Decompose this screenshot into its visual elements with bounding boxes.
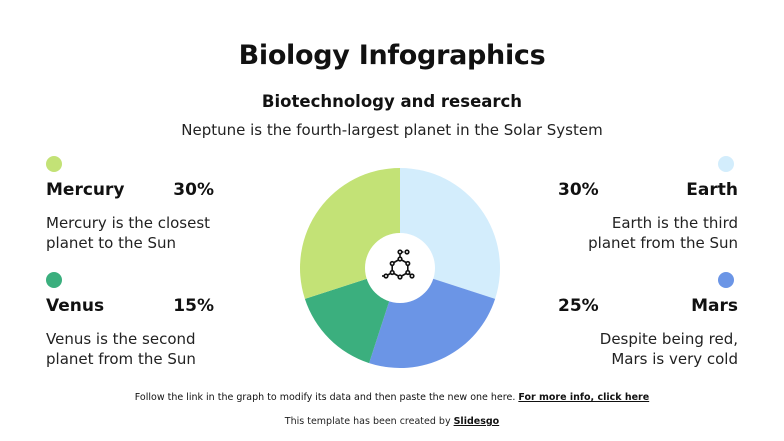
- more-info-link[interactable]: For more info, click here: [518, 392, 650, 403]
- footer-note: Follow the link in the graph to modify i…: [0, 392, 784, 403]
- mars-text-line2: Mars is very cold: [611, 350, 738, 368]
- page-subtitle: Biotechnology and research: [261, 92, 523, 111]
- venus-text-line2: planet from the Sun: [46, 350, 196, 368]
- mercury-name: Mercury: [46, 180, 125, 200]
- earth-color-dot: [718, 156, 734, 172]
- venus-name: Venus: [46, 296, 105, 316]
- page-description: Neptune is the fourth-largest planet in …: [181, 121, 603, 139]
- molecule-icon: [382, 249, 415, 280]
- slidesgo-link[interactable]: Slidesgo: [453, 416, 500, 427]
- page-title: Biology Infographics: [238, 40, 546, 71]
- credit-text: This template has been created by: [284, 416, 454, 427]
- earth-name: Earth: [686, 180, 738, 200]
- venus-color-dot: [46, 272, 62, 288]
- mars-percent: 25%: [558, 296, 599, 316]
- venus-text-line1: Venus is the second: [46, 330, 196, 348]
- mercury-percent: 30%: [173, 180, 214, 200]
- legend-item-mars: 25% Mars Despite being red, Mars is very…: [558, 272, 738, 369]
- legend-item-earth: 30% Earth Earth is the third planet from…: [558, 156, 738, 253]
- mars-color-dot: [718, 272, 734, 288]
- donut-hole: [365, 233, 435, 303]
- mercury-text-line2: planet to the Sun: [46, 234, 177, 252]
- donut-chart-svg: [300, 168, 500, 368]
- mars-name: Mars: [691, 296, 738, 316]
- venus-percent: 15%: [173, 296, 214, 316]
- legend-item-mercury: Mercury 30% Mercury is the closest plane…: [46, 156, 226, 253]
- mars-text-line1: Despite being red,: [599, 330, 738, 348]
- footer-credit: This template has been created by Slides…: [0, 416, 784, 427]
- donut-chart[interactable]: [299, 167, 501, 369]
- mercury-color-dot: [46, 156, 62, 172]
- earth-text-line2: planet from the Sun: [588, 234, 738, 252]
- legend-item-venus: Venus 15% Venus is the second planet fro…: [46, 272, 226, 369]
- earth-text-line1: Earth is the third: [611, 214, 738, 232]
- footer-note-text: Follow the link in the graph to modify i…: [134, 392, 519, 403]
- mercury-text-line1: Mercury is the closest: [46, 214, 211, 232]
- earth-percent: 30%: [558, 180, 599, 200]
